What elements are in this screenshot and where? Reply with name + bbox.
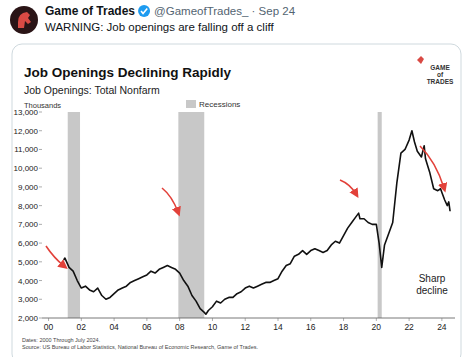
- trend-arrow: [162, 188, 178, 212]
- logo-word: GAME: [430, 64, 450, 71]
- avatar[interactable]: [10, 6, 38, 34]
- handle-date: @GameofTrades_ · Sep 24: [154, 5, 296, 17]
- recession-band: [68, 112, 80, 318]
- x-tick: [212, 318, 213, 321]
- x-tick-label: 24: [437, 322, 447, 332]
- y-tick: [39, 280, 42, 281]
- x-tick-label: 18: [339, 322, 349, 332]
- annotation-line: decline: [416, 285, 448, 296]
- x-tick: [441, 318, 442, 321]
- x-tick: [146, 318, 147, 321]
- y-tick: [39, 299, 42, 300]
- annotation-line: Sharp: [419, 273, 446, 284]
- x-tick: [343, 318, 344, 321]
- y-tick-label: 4,000: [18, 277, 39, 286]
- x-tick: [310, 318, 311, 321]
- y-tick-label: 12,000: [14, 127, 39, 136]
- x-tick-label: 04: [109, 322, 119, 332]
- y-tick-label: 10,000: [14, 164, 39, 173]
- x-tick-label: 14: [273, 322, 283, 332]
- y-tick: [39, 224, 42, 225]
- x-tick-label: 22: [404, 322, 414, 332]
- y-tick: [39, 186, 42, 187]
- recession-band: [378, 112, 382, 318]
- logo-word: of: [437, 71, 444, 78]
- y-tick-label: 3,000: [18, 295, 39, 304]
- y-tick-label: 6,000: [18, 239, 39, 248]
- logo-icon: [417, 56, 424, 64]
- logo: GAMEofTRADES: [427, 64, 454, 85]
- verified-badge: [138, 5, 150, 17]
- x-tick-label: 08: [175, 322, 185, 332]
- y-tick-label: 13,000: [14, 108, 39, 117]
- y-tick: [39, 205, 42, 206]
- x-tick-label: 06: [142, 322, 152, 332]
- job-openings-line: [64, 131, 450, 315]
- y-tick: [39, 112, 42, 113]
- x-tick: [114, 318, 115, 321]
- note: Source: US Bureau of Labor Statistics, N…: [22, 344, 258, 350]
- logo-word: TRADES: [427, 78, 454, 85]
- legend-swatch: [186, 100, 196, 108]
- x-tick-label: 12: [240, 322, 250, 332]
- x-tick: [409, 318, 410, 321]
- page: Game of Trades @GameofTrades_ · Sep 24 WAR…: [0, 0, 473, 357]
- tweet-text: WARNING: Job openings are falling off a …: [45, 21, 274, 33]
- trend-arrow: [46, 246, 64, 266]
- y-tick: [39, 243, 42, 244]
- x-tick: [179, 318, 180, 321]
- recession-band: [178, 112, 204, 318]
- author[interactable]: Game of Trades: [45, 4, 135, 18]
- trend-arrow: [420, 146, 444, 188]
- x-tick: [245, 318, 246, 321]
- x-tick-label: 02: [77, 322, 87, 332]
- x-tick-label: 20: [372, 322, 382, 332]
- x-tick: [48, 318, 49, 321]
- x-tick-label: 16: [306, 322, 316, 332]
- y-tick: [39, 149, 42, 150]
- x-tick-label: 10: [208, 322, 218, 332]
- note: Dates: 2000 Through July 2024.: [22, 337, 101, 343]
- y-tick: [39, 130, 42, 131]
- y-tick-label: 5,000: [18, 258, 39, 267]
- plot-area: [64, 112, 450, 318]
- annotation: Sharpdecline: [416, 273, 448, 296]
- y-tick-label: 7,000: [18, 220, 39, 229]
- y-tick: [39, 318, 42, 319]
- x-tick-label: 00: [44, 322, 54, 332]
- chart-title: Job Openings Declining Rapidly: [24, 65, 232, 80]
- x-axis-line: [42, 318, 455, 319]
- avatar-icon: [18, 12, 31, 28]
- chart-subtitle: Job Openings: Total Nonfarm: [24, 84, 160, 96]
- chart-card: [12, 44, 461, 357]
- y-tick: [39, 261, 42, 262]
- legend-label: Recessions: [199, 100, 240, 109]
- x-tick: [81, 318, 82, 321]
- y-tick-label: 11,000: [14, 145, 38, 154]
- y-tick: [39, 168, 42, 169]
- x-tick: [376, 318, 377, 321]
- verified-check: [141, 9, 147, 14]
- y-tick-label: 9,000: [18, 183, 39, 192]
- y-tick-label: 2,000: [18, 314, 39, 323]
- trend-arrow: [340, 180, 356, 194]
- y-tick-label: 8,000: [18, 202, 39, 211]
- x-tick: [278, 318, 279, 321]
